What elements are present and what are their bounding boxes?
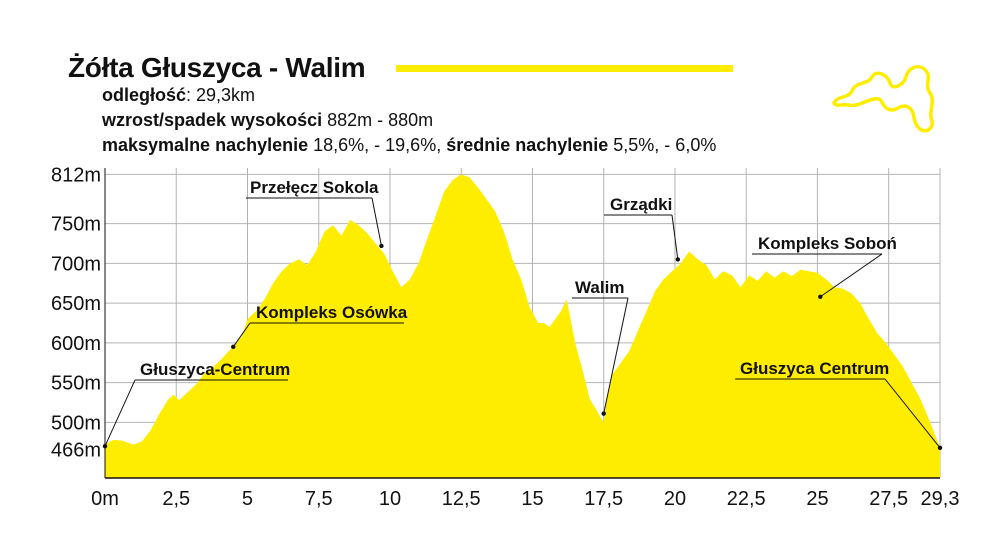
annotation-leader: [104, 379, 136, 447]
elevation-area: [105, 174, 940, 478]
stat-segment: średnie nachylenie: [446, 135, 609, 155]
annotation-point: [818, 294, 823, 299]
annotation-point: [675, 257, 681, 262]
annotation-point: [102, 444, 108, 449]
annotation-label: Głuszyca-Centrum: [140, 360, 290, 379]
x-tick-label: 10: [379, 488, 401, 510]
stat-segment: : 29,3km: [186, 85, 256, 105]
y-tick-label: 750m: [51, 214, 101, 236]
x-tick-label: 0m: [91, 488, 119, 510]
stat-elevation-gain-loss: wzrost/spadek wysokości 882m - 880m: [102, 109, 433, 131]
annotation-leader: [232, 322, 251, 348]
y-tick-label: 812m: [51, 164, 101, 186]
annotation-point: [937, 445, 943, 450]
stat-segment: 18,6%, - 19,6%,: [308, 135, 447, 155]
y-tick-label: 466m: [51, 439, 101, 461]
y-tick-label: 500m: [51, 412, 101, 434]
annotation-label: Głuszyca Centrum: [740, 359, 889, 378]
annotation-point: [231, 344, 236, 350]
annotation-point: [379, 243, 384, 249]
route-outline-icon: [832, 65, 935, 133]
x-tick-label: 25: [806, 488, 828, 510]
y-tick-label: 600m: [51, 333, 101, 355]
page-title: Żółta Głuszyca - Walim: [68, 52, 366, 83]
annotation-label: Kompleks Osówka: [256, 303, 408, 322]
y-tick-label: 700m: [51, 253, 101, 275]
x-tick-label: 12,5: [442, 488, 481, 510]
x-tick-label: 22,5: [727, 488, 766, 510]
annotation-leader: [603, 297, 629, 414]
x-tick-label: 5: [242, 488, 253, 510]
annotation-label: Przełęcz Sokola: [250, 178, 379, 197]
stat-segment: 5,5%, - 6,0%: [608, 135, 717, 155]
annotation-label: Grządki: [610, 195, 672, 214]
x-tick-label: 17,5: [584, 488, 623, 510]
stat-segment: 882m - 880m: [322, 110, 434, 130]
x-tick-label: 7,5: [305, 488, 333, 510]
y-tick-label: 650m: [51, 293, 101, 315]
annotation-label: Walim: [575, 278, 624, 297]
title-accent-bar: [396, 65, 733, 72]
annotation-label: Kompleks Soboń: [758, 234, 897, 253]
stat-segment: odległość: [102, 85, 187, 105]
x-tick-label: 29,3: [921, 488, 960, 510]
stat-distance: odległość: 29,3km: [102, 84, 255, 106]
annotation-point: [601, 411, 606, 416]
x-tick-label: 15: [521, 488, 543, 510]
annotation-leader: [884, 378, 941, 449]
x-tick-label: 20: [664, 488, 686, 510]
annotation-leader: [820, 253, 883, 298]
stat-segment: wzrost/spadek wysokości: [102, 110, 323, 130]
annotation-leader: [371, 197, 382, 246]
x-tick-label: 27,5: [869, 488, 908, 510]
annotation-leader: [671, 214, 679, 260]
stat-segment: maksymalne nachylenie: [102, 135, 309, 155]
y-tick-label: 550m: [51, 373, 101, 395]
stat-gradients: maksymalne nachylenie 18,6%, - 19,6%, śr…: [102, 134, 716, 156]
x-tick-label: 2,5: [162, 488, 190, 510]
